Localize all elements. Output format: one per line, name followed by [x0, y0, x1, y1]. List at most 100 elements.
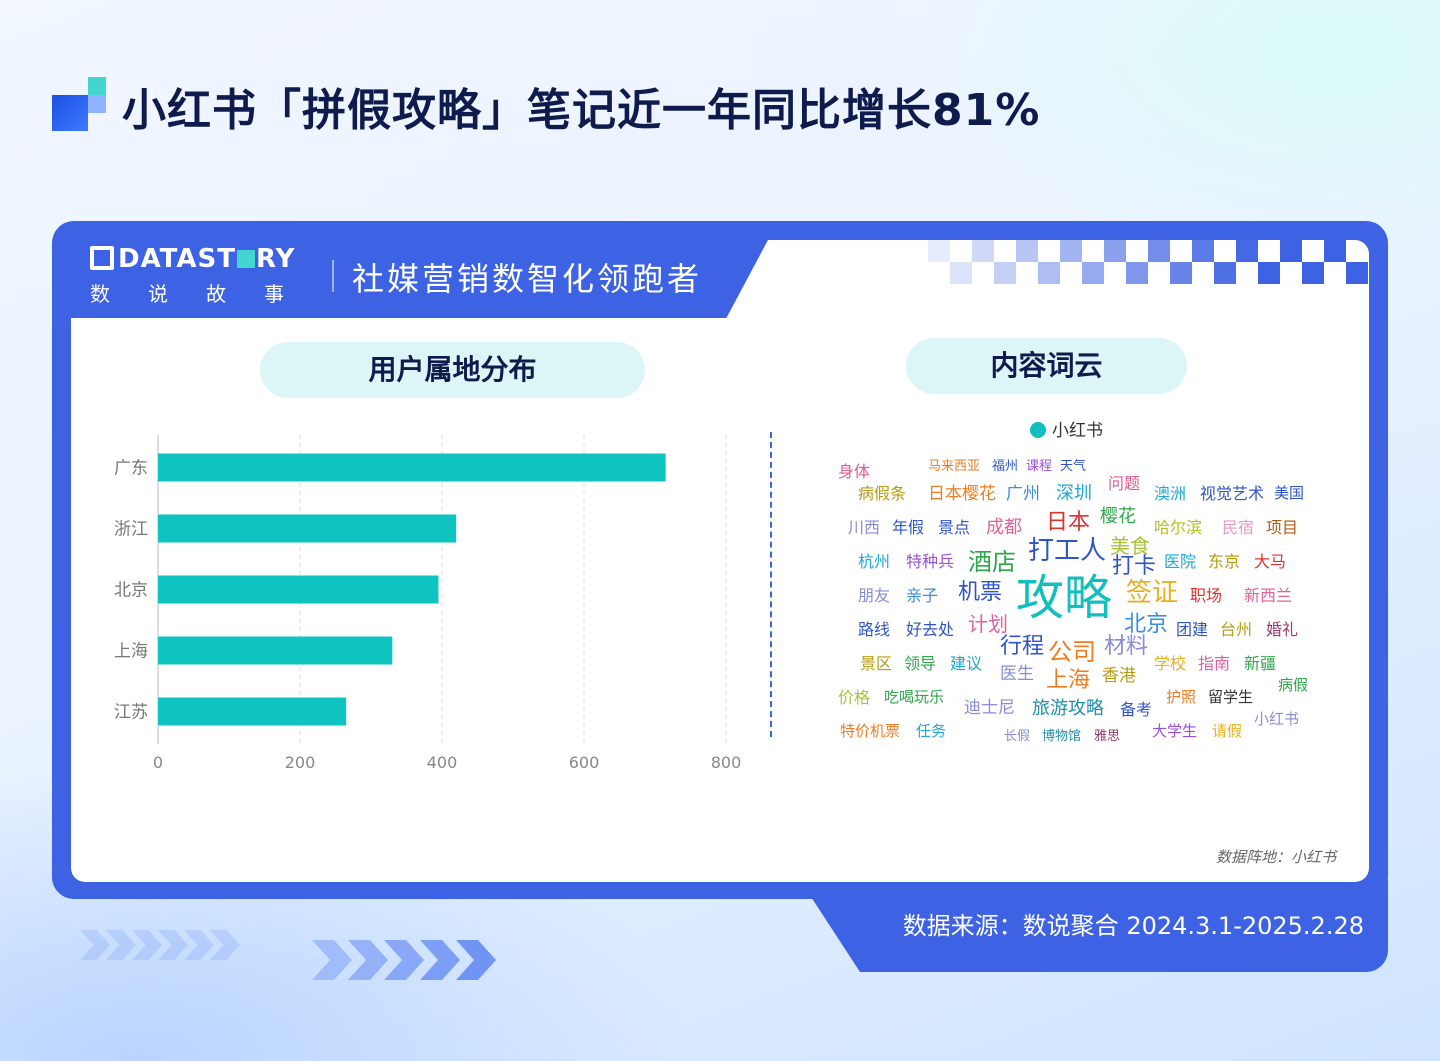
checker-cell: [1104, 240, 1126, 262]
cloud-word: 任务: [916, 722, 947, 740]
cloud-word: 川西: [848, 518, 881, 537]
cloud-word: 上海: [1046, 668, 1091, 693]
cloud-word: 博物馆: [1042, 729, 1082, 744]
source-note: 数据阵地：小红书: [1215, 848, 1336, 866]
cloud-word: 朋友: [858, 586, 891, 605]
checker-cell: [1148, 240, 1170, 262]
x-tick-label: 600: [569, 753, 600, 772]
cloud-word: 医院: [1164, 552, 1197, 571]
cloud-word: 路线: [858, 620, 891, 639]
brand-box-icon: [90, 246, 114, 270]
legend-label: 小红书: [1052, 421, 1103, 441]
cloud-word: 婚礼: [1266, 620, 1299, 639]
cloud-word: 课程: [1026, 459, 1053, 474]
brand-slogan: 社媒营销数智化领跑者: [352, 260, 703, 298]
cloud-word: 长假: [1004, 729, 1031, 744]
x-tick-label: 0: [153, 753, 163, 772]
cloud-word: 新疆: [1244, 654, 1277, 673]
cloud-word: 北京: [1124, 612, 1169, 637]
panel-title-left: 用户属地分布: [260, 342, 645, 398]
cloud-word: 大马: [1254, 552, 1287, 571]
cloud-word: 美国: [1274, 484, 1305, 502]
cloud-word: 建议: [950, 654, 983, 673]
cloud-word: 年假: [892, 518, 925, 537]
cloud-word: 备考: [1120, 700, 1153, 719]
cloud-word: 樱花: [1100, 506, 1136, 527]
cloud-word: 请假: [1212, 722, 1243, 740]
cloud-word: 价格: [838, 688, 871, 707]
cloud-word: 雅思: [1094, 729, 1121, 744]
bar-上海: [158, 636, 393, 665]
cloud-word: 小红书: [1254, 710, 1300, 728]
bar-北京: [158, 575, 439, 604]
cloud-word: 机票: [958, 580, 1003, 605]
cloud-word: 签证: [1126, 578, 1179, 608]
y-tick-label: 广东: [114, 459, 148, 479]
bar-江苏: [158, 697, 347, 726]
cloud-word: 团建: [1176, 620, 1209, 639]
cloud-word: 东京: [1208, 552, 1241, 571]
checker-cell: [1038, 262, 1060, 284]
cloud-word: 大学生: [1152, 722, 1198, 740]
cloud-word: 病假条: [858, 484, 907, 503]
checker-cell: [950, 262, 972, 284]
brand-dot-icon: [237, 250, 255, 268]
panel-title-right: 内容词云: [906, 338, 1187, 394]
cloud-word: 项目: [1266, 518, 1299, 537]
cloud-word: 计划: [968, 612, 1008, 636]
cloud-word: 福州: [992, 459, 1019, 474]
cloud-word: 公司: [1048, 638, 1096, 666]
checker-cell: [1192, 240, 1214, 262]
checker-cell: [994, 262, 1016, 284]
brand-logo: DATAST RY 数说故事: [90, 244, 322, 307]
x-tick-label: 800: [711, 753, 742, 772]
checker-cell: [1258, 262, 1280, 284]
cloud-word: 特价机票: [840, 722, 901, 740]
cloud-word: 学校: [1154, 654, 1187, 673]
cloud-word: 日本: [1046, 510, 1091, 535]
word-cloud: 身体 马来西亚 福州 课程 天气 病假条 日本樱花 广州 深圳 问题 澳洲 视觉艺术 美国 川西 年假 景点成…: [820, 450, 1340, 750]
checker-cell: [1346, 262, 1368, 284]
data-source: 数据来源：数说聚合 2024.3.1-2025.2.28: [902, 912, 1364, 940]
brand-cn: 数说故事: [90, 282, 322, 306]
cloud-word: 香港: [1102, 666, 1136, 686]
cloud-word: 职场: [1190, 586, 1223, 605]
cloud-word: 美食: [1110, 534, 1150, 558]
y-tick-label: 北京: [114, 581, 148, 601]
checker-cell: [1280, 240, 1302, 262]
brand-logo-text: DATAST RY: [90, 244, 322, 274]
panel-divider: [770, 432, 772, 737]
brand-separator: [332, 260, 334, 292]
cloud-word: 新西兰: [1244, 586, 1293, 605]
cloud-word: 深圳: [1056, 483, 1092, 504]
cloud-word: 广州: [1006, 484, 1040, 504]
checker-cell: [1170, 262, 1192, 284]
cloud-word: 好去处: [906, 620, 955, 639]
brand-logo-word: DATAST: [118, 244, 236, 274]
cloud-word: 留学生: [1208, 688, 1254, 706]
cloud-word: 医生: [1000, 664, 1034, 684]
checker-cell: [1302, 262, 1324, 284]
checker-cell: [1016, 240, 1038, 262]
cloud-word: 指南: [1198, 654, 1231, 673]
bar-广东: [158, 453, 666, 482]
cloud-word: 护照: [1166, 688, 1197, 706]
y-tick-label: 上海: [114, 642, 148, 662]
cloud-word: 攻略: [1016, 570, 1113, 626]
checker-pattern: [928, 240, 1368, 284]
checker-cell: [972, 240, 994, 262]
page-title: 小红书「拼假攻略」笔记近一年同比增长81%: [122, 85, 1041, 136]
cloud-word: 天气: [1060, 459, 1087, 474]
cloud-word: 吃喝玩乐: [884, 688, 945, 706]
cloud-word: 打工人: [1028, 536, 1107, 566]
checker-cell: [1082, 262, 1104, 284]
cloud-word: 打卡: [1112, 554, 1157, 579]
cloud-word: 迪士尼: [964, 698, 1015, 718]
cloud-word: 材料: [1104, 634, 1149, 659]
cloud-word: 景区: [860, 654, 893, 673]
legend-dot-icon: [1030, 422, 1046, 438]
cloud-word: 杭州: [858, 552, 891, 571]
title-logo-icon: [52, 77, 108, 133]
cloud-word: 身体: [838, 462, 871, 481]
